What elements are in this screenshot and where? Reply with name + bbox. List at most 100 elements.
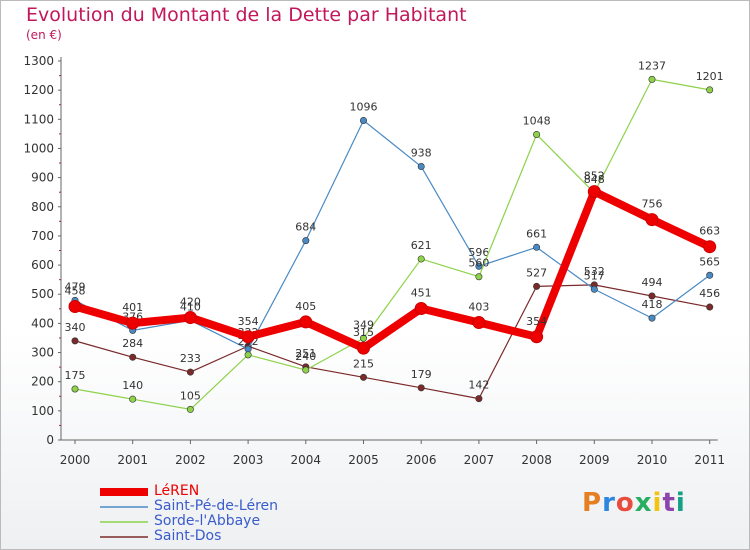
data-point-l-ren (126, 316, 140, 330)
data-point-saint-p-de-l-ren (706, 271, 714, 279)
y-tick-label: 100 (31, 404, 54, 418)
data-point-sorde-l-abbaye (706, 86, 714, 94)
data-label-saint-p-de-l-ren: 418 (642, 298, 663, 311)
data-label-sorde-l-abbaye: 848 (584, 173, 605, 186)
logo-letter: i (652, 488, 663, 518)
x-tick-label: 2003 (233, 453, 264, 467)
proxiti-logo: Proxiti (582, 488, 686, 518)
y-tick-label: 1300 (23, 54, 54, 68)
data-point-saint-p-de-l-ren (417, 163, 425, 171)
logo-letter: P (582, 488, 603, 518)
x-tick-label: 2002 (175, 453, 206, 467)
y-tick-label: 900 (31, 171, 54, 185)
data-point-sorde-l-abbaye (648, 75, 656, 83)
chart-subtitle: (en €) (26, 28, 62, 42)
data-label-saint-dos: 284 (122, 337, 143, 350)
data-point-saint-dos (186, 368, 194, 376)
data-label-l-ren: 420 (180, 296, 201, 309)
y-tick-label: 600 (31, 258, 54, 272)
data-point-sorde-l-abbaye (475, 273, 483, 281)
data-label-l-ren: 852 (584, 170, 605, 183)
y-tick-label: 1100 (23, 112, 54, 126)
data-point-saint-p-de-l-ren (590, 285, 598, 293)
data-point-l-ren (414, 302, 428, 316)
data-label-l-ren: 354 (526, 315, 547, 328)
data-point-l-ren (357, 341, 370, 355)
data-label-saint-dos: 251 (295, 347, 316, 360)
logo-letter: x (634, 488, 653, 518)
logo-letter: i (675, 488, 686, 518)
series-line-sorde-l-abbaye (74, 78, 711, 410)
x-tick-label: 2007 (464, 453, 495, 467)
data-point-sorde-l-abbaye (244, 351, 252, 359)
data-label-sorde-l-abbaye: 105 (180, 389, 201, 402)
data-label-saint-dos: 142 (468, 379, 489, 392)
x-tick-label: 2011 (694, 453, 725, 467)
data-point-sorde-l-abbaye (302, 366, 310, 374)
data-label-saint-p-de-l-ren: 517 (584, 269, 605, 282)
data-label-saint-dos: 340 (65, 321, 86, 334)
data-label-sorde-l-abbaye: 140 (122, 379, 143, 392)
data-point-sorde-l-abbaye (533, 130, 541, 138)
y-tick-label: 1200 (23, 83, 54, 97)
data-point-sorde-l-abbaye (417, 255, 425, 263)
data-label-saint-p-de-l-ren: 938 (411, 147, 432, 160)
data-label-l-ren: 401 (122, 301, 143, 314)
x-tick-label: 2001 (117, 453, 148, 467)
data-label-saint-dos: 215 (353, 357, 374, 370)
legend-label-saint-dos: Saint-Dos (154, 528, 222, 544)
data-label-l-ren: 354 (238, 315, 259, 328)
data-label-sorde-l-abbaye: 621 (411, 239, 432, 252)
data-label-sorde-l-abbaye: 1201 (696, 70, 724, 83)
data-label-saint-dos: 527 (526, 266, 547, 279)
legend-label-l-ren: LéREN (154, 483, 200, 499)
logo-letter: r (602, 488, 616, 518)
data-point-saint-p-de-l-ren (475, 262, 483, 270)
data-point-saint-p-de-l-ren (302, 237, 310, 245)
data-point-l-ren (183, 311, 197, 325)
data-point-saint-dos (417, 384, 425, 392)
data-label-sorde-l-abbaye: 560 (468, 257, 489, 270)
data-label-saint-p-de-l-ren: 479 (65, 280, 86, 293)
data-label-sorde-l-abbaye: 1048 (523, 114, 551, 127)
legend-label-saint-p-de-l-ren: Saint-Pé-de-Léren (154, 498, 279, 514)
data-label-l-ren: 663 (699, 225, 720, 238)
data-point-l-ren (703, 240, 717, 254)
data-point-sorde-l-abbaye (129, 395, 137, 403)
chart-title: Evolution du Montant de la Dette par Hab… (26, 4, 467, 26)
logo-letter: o (615, 488, 635, 518)
data-label-saint-dos: 532 (584, 265, 605, 278)
data-label-saint-p-de-l-ren: 565 (699, 255, 720, 268)
data-point-l-ren (645, 213, 659, 227)
x-tick-label: 2005 (348, 453, 379, 467)
x-tick-label: 2008 (521, 453, 552, 467)
data-point-saint-dos (359, 373, 367, 381)
data-point-l-ren (241, 330, 255, 344)
data-label-saint-p-de-l-ren: 596 (468, 246, 489, 259)
y-tick-label: 300 (31, 346, 54, 360)
y-tick-label: 1000 (23, 141, 54, 155)
data-label-l-ren: 458 (65, 284, 86, 297)
data-label-saint-dos: 233 (180, 352, 201, 365)
data-point-saint-dos (648, 292, 656, 300)
x-tick-label: 2010 (637, 453, 668, 467)
y-tick-label: 0 (46, 433, 54, 447)
legend-label-sorde-l-abbaye: Sorde-l'Abbaye (154, 513, 261, 529)
y-tick-label: 400 (31, 316, 54, 330)
data-point-sorde-l-abbaye (71, 385, 79, 393)
data-point-l-ren (530, 330, 544, 344)
data-point-saint-dos (475, 395, 483, 403)
data-point-l-ren (68, 299, 82, 313)
data-point-saint-dos (533, 282, 541, 290)
x-tick-label: 2000 (60, 453, 91, 467)
x-tick-label: 2004 (291, 453, 322, 467)
data-label-l-ren: 403 (468, 301, 489, 314)
data-label-sorde-l-abbaye: 1237 (638, 59, 666, 72)
data-label-saint-p-de-l-ren: 684 (295, 221, 316, 234)
data-label-l-ren: 756 (642, 198, 663, 211)
series-line-saint-dos (74, 284, 711, 400)
y-tick-label: 200 (31, 375, 54, 389)
data-label-saint-dos: 456 (699, 287, 720, 300)
